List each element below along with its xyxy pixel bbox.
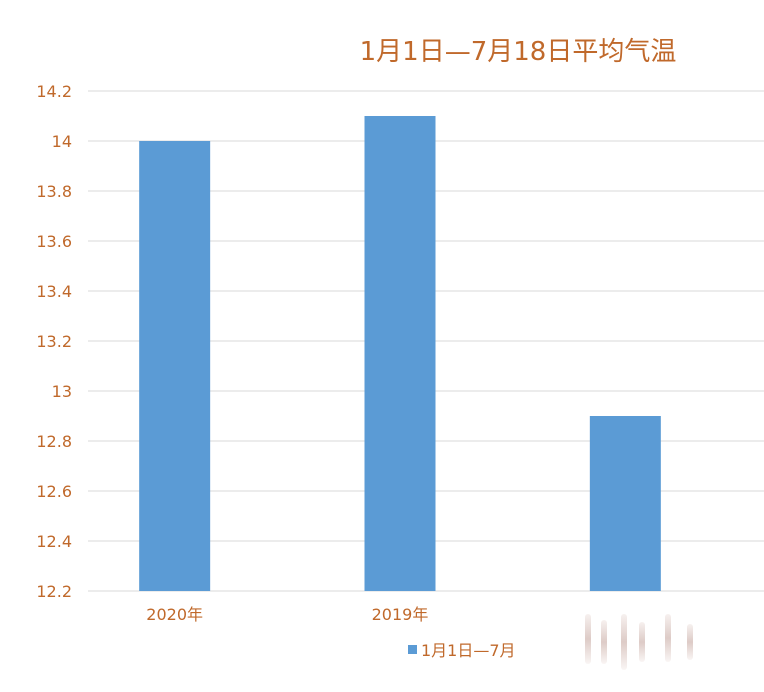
- bar: [139, 141, 211, 591]
- y-tick-label: 13.4: [36, 282, 72, 301]
- watermark-stroke: [687, 624, 693, 660]
- y-tick-label: 12.4: [36, 532, 72, 551]
- y-tick-label: 12.6: [36, 482, 72, 501]
- bar: [589, 416, 661, 591]
- bars: [139, 116, 661, 591]
- watermark-overlay: [515, 606, 745, 678]
- chart-title: 1月1日—7月18日平均气温: [360, 37, 677, 67]
- y-axis-ticks: 12.2 12.4 12.6 12.8 13 13.2 13.4 13.6 13.8 14 14.2: [36, 82, 72, 601]
- y-tick-label: 12.2: [36, 582, 72, 601]
- x-tick-label: 2020年: [146, 605, 203, 624]
- legend-label: 1月1日—7月: [421, 641, 516, 660]
- watermark-stroke: [601, 620, 607, 664]
- watermark-stroke: [665, 614, 671, 662]
- y-tick-label: 12.8: [36, 432, 72, 451]
- legend-swatch: [408, 645, 417, 654]
- y-tick-label: 14: [52, 132, 72, 151]
- y-tick-label: 14.2: [36, 82, 72, 101]
- watermark-stroke: [585, 614, 591, 664]
- y-tick-label: 13.2: [36, 332, 72, 351]
- y-tick-label: 13.8: [36, 182, 72, 201]
- y-tick-label: 13: [52, 382, 72, 401]
- watermark-stroke: [639, 622, 645, 662]
- x-axis-ticks: 2020年 2019年: [146, 605, 428, 624]
- bar: [364, 116, 436, 591]
- legend: 1月1日—7月: [408, 641, 516, 660]
- x-tick-label: 2019年: [372, 605, 429, 624]
- watermark-stroke: [621, 614, 627, 670]
- y-tick-label: 13.6: [36, 232, 72, 251]
